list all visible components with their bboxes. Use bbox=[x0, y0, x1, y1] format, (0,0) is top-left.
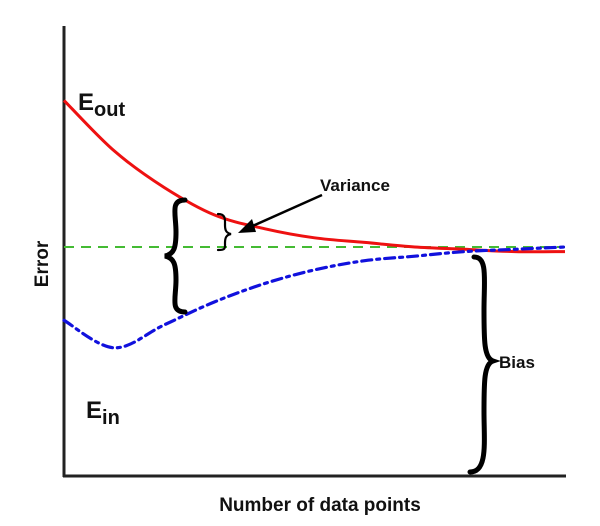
eout-label-sub: out bbox=[94, 99, 125, 121]
x-axis-label: Number of data points bbox=[219, 495, 421, 516]
y-axis-label: Error bbox=[32, 240, 53, 287]
eout-label-main: E bbox=[78, 89, 94, 116]
ein-label-sub: in bbox=[102, 407, 120, 429]
ein-label-main: E bbox=[86, 397, 102, 424]
variance-brace bbox=[216, 212, 232, 252]
eout-curve bbox=[62, 99, 566, 254]
variance-arrow-head bbox=[238, 219, 256, 233]
bias-brace bbox=[467, 254, 501, 475]
ein-curve bbox=[62, 245, 567, 350]
variance-arrow-shaft bbox=[247, 193, 323, 230]
eout-label: Eout bbox=[78, 89, 125, 121]
variance-label: Variance bbox=[320, 176, 390, 195]
bias-label: Bias bbox=[499, 353, 535, 372]
ein-label: Ein bbox=[86, 397, 120, 429]
gap-brace bbox=[164, 197, 188, 315]
